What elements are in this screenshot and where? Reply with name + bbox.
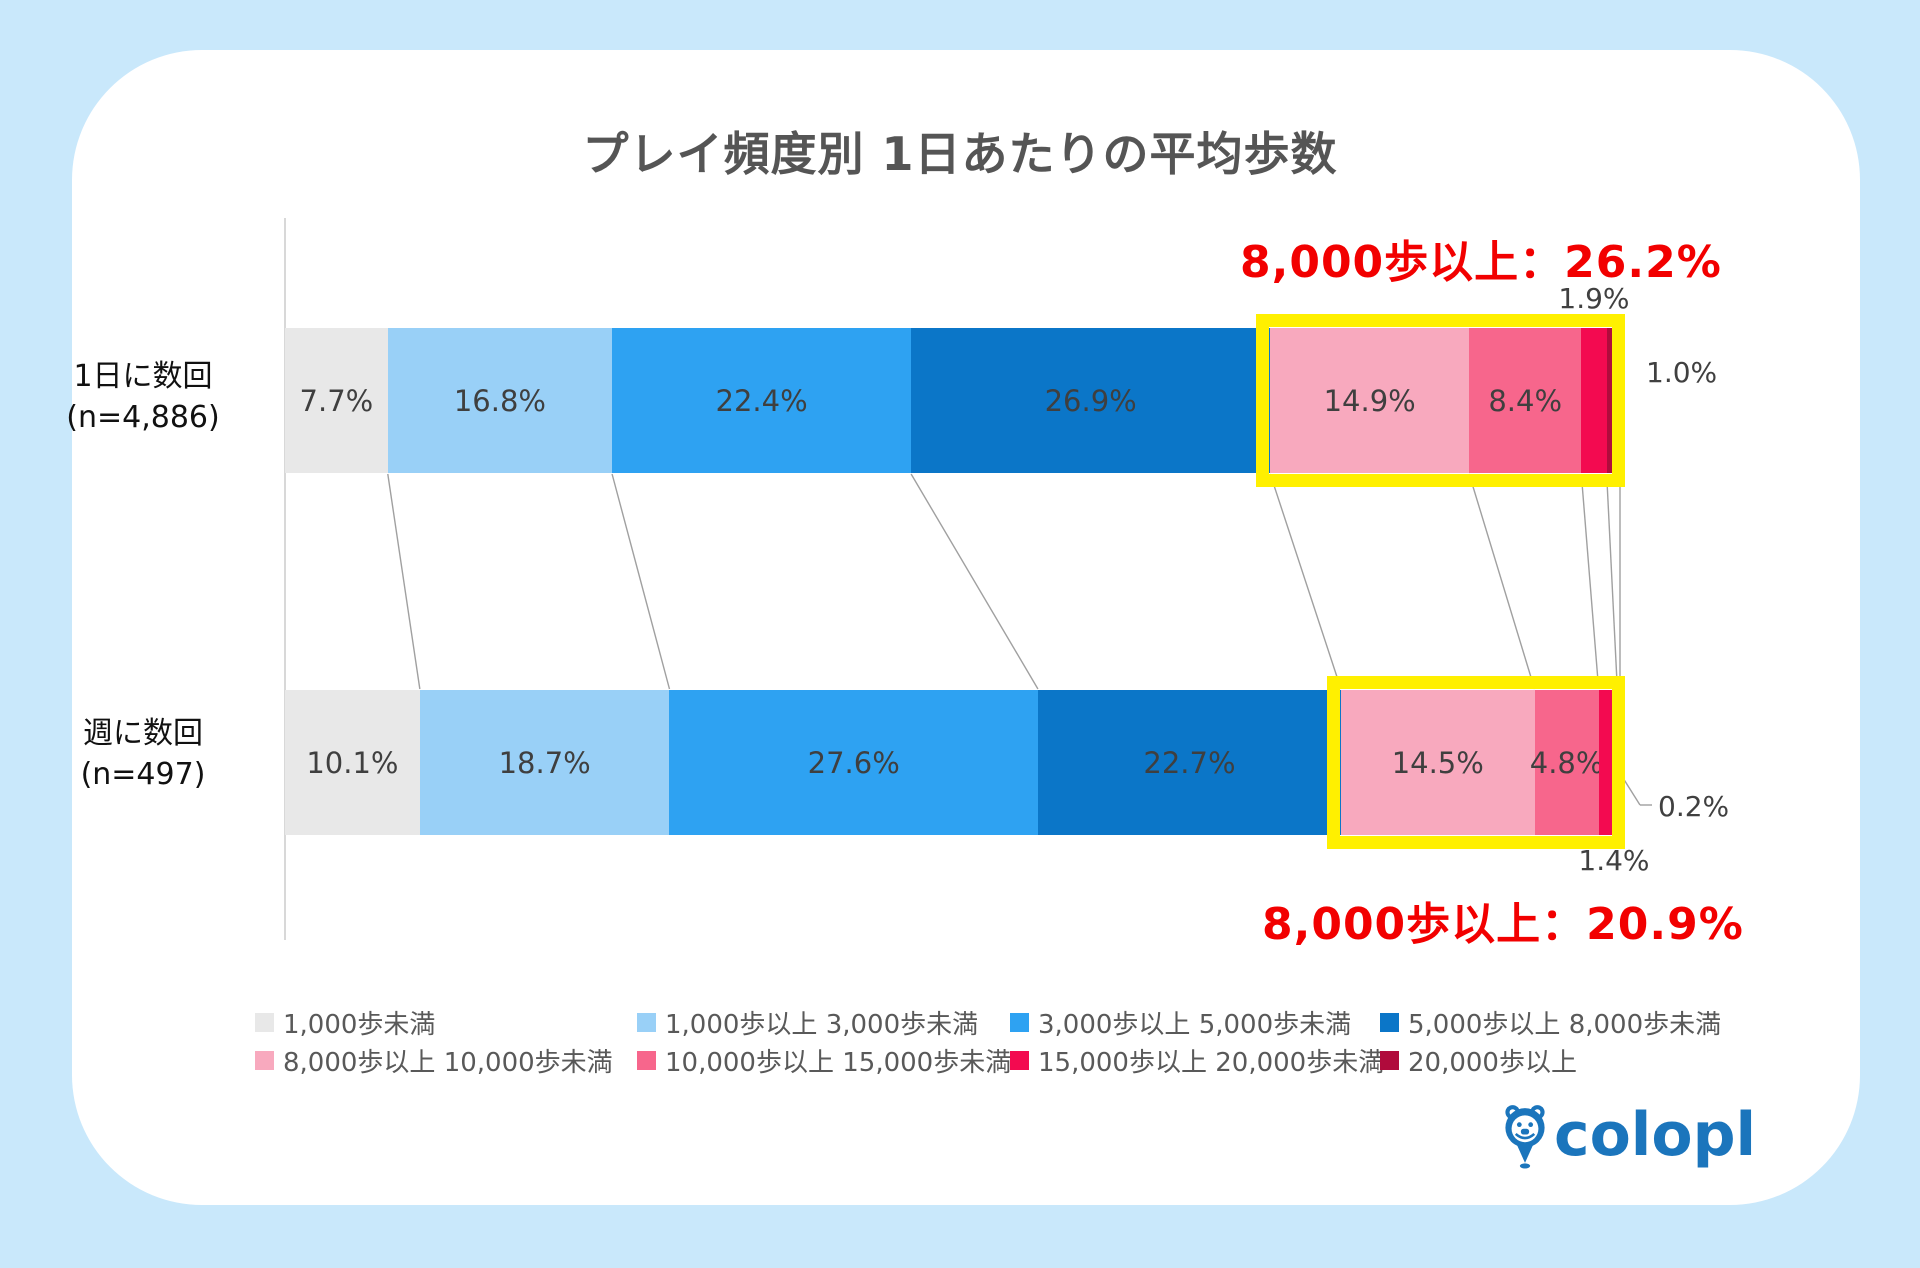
bar-segment-weekly-2: 27.6% — [669, 690, 1038, 835]
legend-swatch-icon — [637, 1012, 656, 1032]
bar-segment-daily-1: 16.8% — [387, 328, 613, 473]
outer-label-weekly-15000-20000: 1.4% — [1578, 844, 1650, 877]
highlight-box-weekly — [1326, 676, 1625, 849]
legend-item-2: 3,000歩以上 5,000歩未満 — [1010, 1007, 1351, 1040]
legend-swatch-icon — [1380, 1012, 1399, 1032]
balloon-bear-icon — [1505, 1105, 1545, 1169]
bar-segment-daily-0: 7.7% — [285, 328, 388, 473]
category-label-daily: 1日に数回 (n=4,886) — [48, 356, 238, 438]
legend-item-0: 1,000歩未満 — [255, 1007, 435, 1040]
bar-segment-daily-6 — [1581, 328, 1607, 473]
segment-value-label: 10.1% — [306, 745, 399, 780]
outer-label-daily-20000plus: 1.0% — [1646, 356, 1718, 389]
legend-label: 1,000歩未満 — [283, 1009, 436, 1040]
legend-label: 10,000歩以上 15,000歩未満 — [665, 1047, 1012, 1078]
bar-segment-weekly-3: 22.7% — [1037, 690, 1341, 835]
legend-label: 5,000歩以上 8,000歩未満 — [1408, 1009, 1722, 1040]
legend-swatch-icon — [1010, 1012, 1029, 1032]
highlight-box-daily — [1256, 314, 1625, 487]
segment-value-label: 7.7% — [299, 383, 374, 418]
bar-segment-weekly-4: 14.5% — [1340, 690, 1535, 835]
segment-value-label: 22.4% — [715, 383, 808, 418]
bar-segment-weekly-0: 10.1% — [285, 690, 420, 835]
bar-segment-weekly-5: 4.8% — [1530, 690, 1603, 835]
category-label-weekly-text: 週に数回 — [83, 716, 203, 751]
chart-title: プレイ頻度別 1日あたりの平均歩数 — [582, 127, 1338, 181]
legend-swatch-icon — [1010, 1050, 1029, 1070]
annotation-daily-8000plus: 8,000歩以上：26.2% — [1240, 237, 1722, 288]
legend-item-1: 1,000歩以上 3,000歩未満 — [637, 1007, 978, 1040]
category-label-daily-n: (n=4,886) — [66, 400, 220, 435]
legend-label: 8,000歩以上 10,000歩未満 — [283, 1047, 613, 1078]
segment-value-label: 16.8% — [453, 383, 546, 418]
outer-label-weekly-20000plus: 0.2% — [1658, 790, 1730, 823]
segment-value-label: 4.8% — [1529, 745, 1604, 780]
bar-segment-daily-5: 8.4% — [1469, 328, 1582, 473]
bar-segment-daily-3: 26.9% — [911, 328, 1271, 473]
legend-label: 15,000歩以上 20,000歩未満 — [1038, 1047, 1385, 1078]
legend-swatch-icon — [637, 1050, 656, 1070]
segment-value-label: 27.6% — [807, 745, 900, 780]
legend-item-3: 5,000歩以上 8,000歩未満 — [1380, 1007, 1721, 1040]
y-axis-line — [284, 218, 286, 940]
segment-value-label: 8.4% — [1488, 383, 1563, 418]
legend-item-6: 15,000歩以上 20,000歩未満 — [1010, 1045, 1384, 1078]
bar-segment-daily-4: 14.9% — [1270, 328, 1470, 473]
segment-value-label: 14.5% — [1391, 745, 1484, 780]
colopl-wordmark: colopl — [1554, 1100, 1757, 1170]
bar-segment-daily-2: 22.4% — [612, 328, 912, 473]
colopl-logo: colopl — [1502, 1103, 1756, 1169]
outer-label-daily-15000-20000: 1.9% — [1558, 282, 1630, 315]
annotation-weekly-8000plus: 8,000歩以上：20.9% — [1262, 899, 1744, 950]
legend-label: 20,000歩以上 — [1408, 1047, 1577, 1078]
bar-segment-weekly-1: 18.7% — [419, 690, 670, 835]
segment-value-label: 26.9% — [1044, 383, 1137, 418]
category-label-weekly: 週に数回 (n=497) — [48, 713, 238, 795]
legend-item-4: 8,000歩以上 10,000歩未満 — [255, 1045, 613, 1078]
category-label-daily-text: 1日に数回 — [73, 359, 213, 394]
legend-item-5: 10,000歩以上 15,000歩未満 — [637, 1045, 1011, 1078]
legend-swatch-icon — [255, 1050, 274, 1070]
category-label-weekly-n: (n=497) — [80, 757, 206, 792]
legend-swatch-icon — [255, 1012, 274, 1032]
legend-swatch-icon — [1380, 1050, 1399, 1070]
legend-label: 1,000歩以上 3,000歩未満 — [665, 1009, 979, 1040]
legend-label: 3,000歩以上 5,000歩未満 — [1038, 1009, 1352, 1040]
legend-item-7: 20,000歩以上 — [1380, 1045, 1577, 1078]
segment-value-label: 22.7% — [1143, 745, 1236, 780]
segment-value-label: 18.7% — [498, 745, 591, 780]
segment-value-label: 14.9% — [1323, 383, 1416, 418]
